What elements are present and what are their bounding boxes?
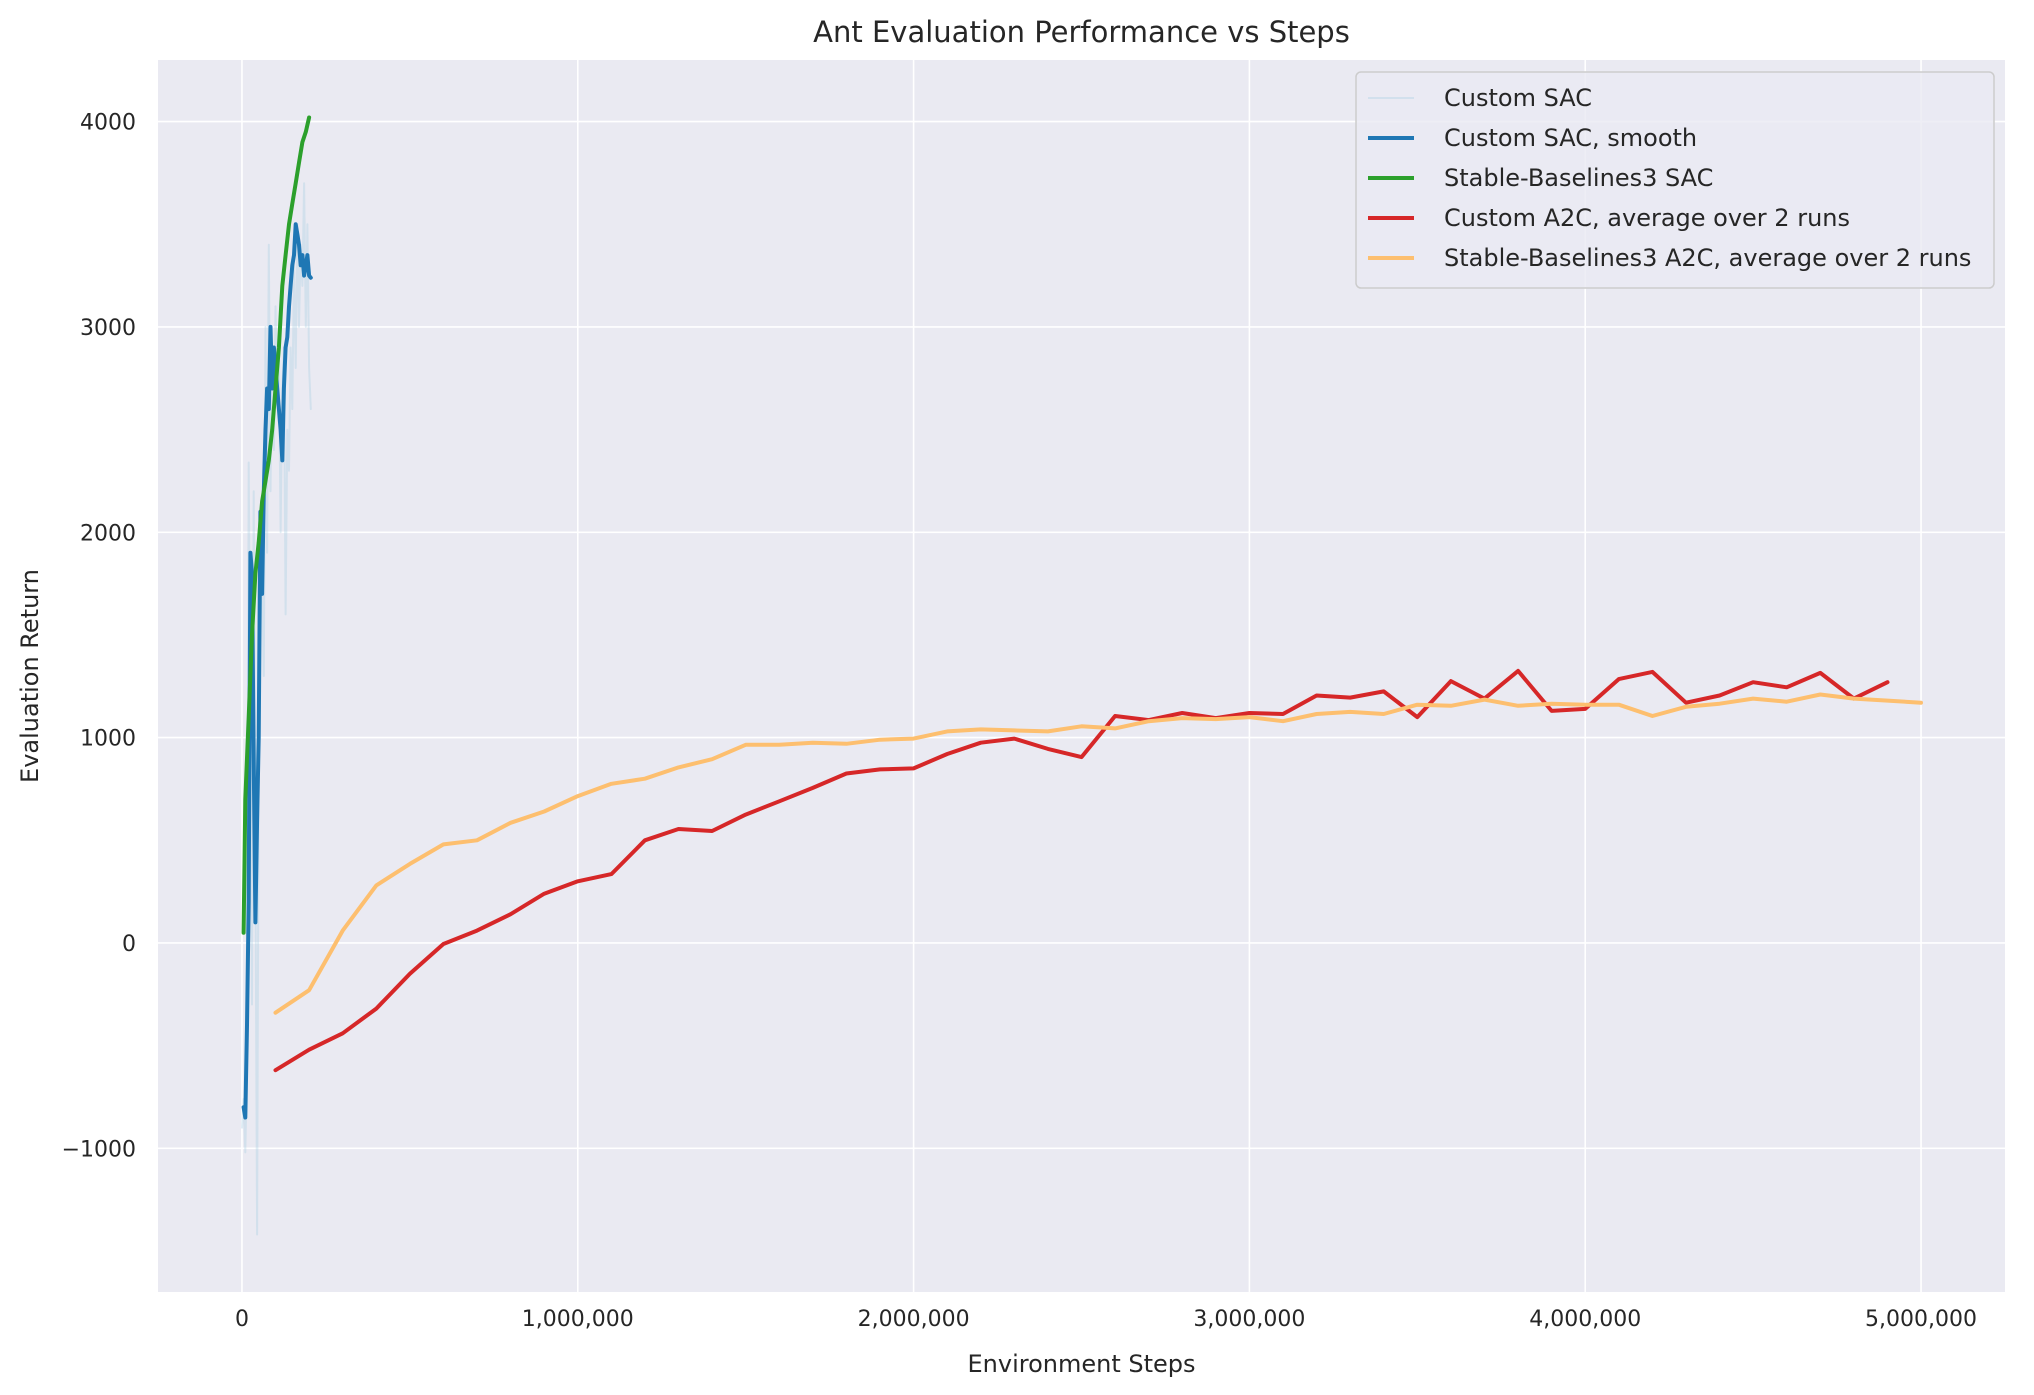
y-tick-label: 2000 — [80, 521, 136, 546]
series-3 — [273, 668, 1890, 1073]
series-line — [273, 692, 1923, 1015]
x-tick-label: 5,000,000 — [1865, 1307, 1977, 1332]
y-tick-label: 4000 — [80, 111, 136, 136]
series-2 — [241, 115, 312, 935]
legend-label: Custom SAC — [1444, 84, 1592, 112]
legend: Custom SAC Custom SAC, smooth Stable-Basel… — [1355, 71, 1995, 289]
x-axis-label: Environment Steps — [967, 1350, 1195, 1378]
legend-label: Stable-Baselines3 SAC — [1444, 164, 1713, 192]
y-tick-label: 0 — [122, 932, 136, 957]
legend-label: Custom SAC, smooth — [1444, 124, 1697, 152]
series-line — [273, 668, 1890, 1073]
legend-box — [1355, 71, 1995, 289]
y-tick-label: 3000 — [80, 316, 136, 341]
chart-title: Ant Evaluation Performance vs Steps — [813, 15, 1350, 49]
x-tick-label: 3,000,000 — [1193, 1307, 1305, 1332]
y-tick-label: −1000 — [62, 1137, 136, 1162]
x-tick-label: 2,000,000 — [858, 1307, 970, 1332]
y-axis-label: Evaluation Return — [16, 569, 44, 783]
legend-label: Custom A2C, average over 2 runs — [1444, 204, 1850, 232]
y-tick-label: 1000 — [80, 727, 136, 752]
series-layer — [241, 115, 1923, 1236]
tick-labels: 0 1,000,000 2,000,000 3,000,000 4,000,000 5,0… — [62, 111, 1977, 1332]
x-tick-label: 0 — [235, 1307, 249, 1332]
x-tick-label: 1,000,000 — [522, 1307, 634, 1332]
legend-label: Stable-Baselines3 A2C, average over 2 ru… — [1444, 244, 1971, 272]
series-4 — [273, 692, 1923, 1015]
x-tick-label: 4,000,000 — [1529, 1307, 1641, 1332]
series-line — [241, 115, 312, 935]
